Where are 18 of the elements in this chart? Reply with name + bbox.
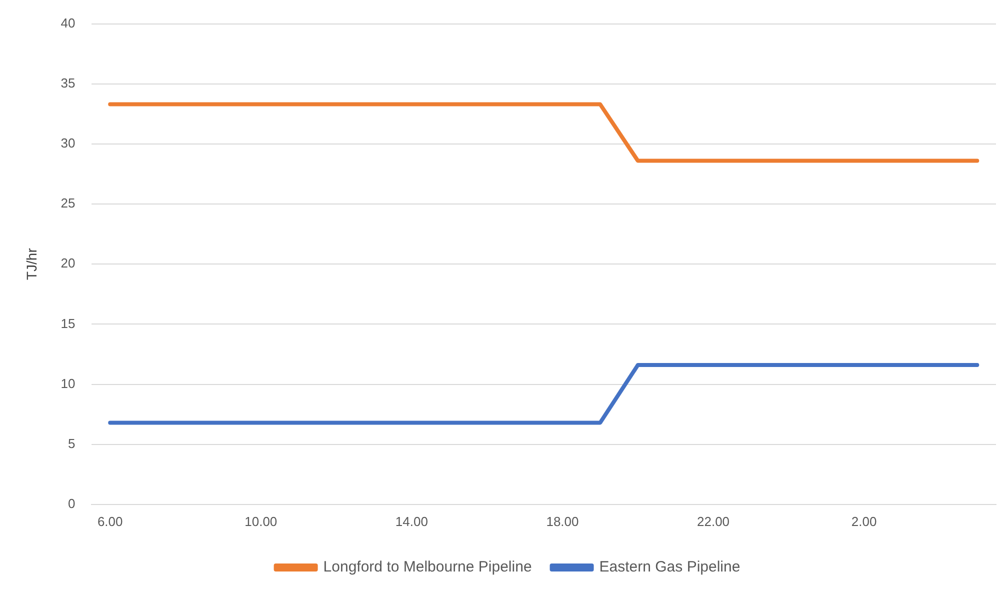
- y-tick-label: 10: [60, 376, 76, 391]
- y-tick-label: 0: [68, 496, 76, 511]
- x-tick-label: 14.00: [395, 514, 428, 529]
- y-tick-label: 30: [60, 136, 76, 151]
- y-tick-label: 25: [60, 196, 76, 211]
- y-axis-title: TJ/hr: [23, 248, 40, 280]
- x-tick-label: 18.00: [546, 514, 579, 529]
- x-tick-label: 6.00: [97, 514, 123, 529]
- x-tick-label: 2.00: [851, 514, 877, 529]
- legend-label: Eastern Gas Pipeline: [599, 558, 740, 576]
- y-tick-label: 15: [60, 316, 76, 331]
- legend-label: Longford to Melbourne Pipeline: [323, 558, 532, 576]
- y-tick-label: 5: [68, 436, 76, 451]
- y-tick-label: 40: [60, 15, 76, 30]
- y-tick-label: 20: [60, 256, 76, 271]
- x-tick-label: 22.00: [696, 514, 730, 529]
- y-tick-label: 35: [60, 75, 76, 90]
- x-tick-label: 10.00: [244, 514, 278, 529]
